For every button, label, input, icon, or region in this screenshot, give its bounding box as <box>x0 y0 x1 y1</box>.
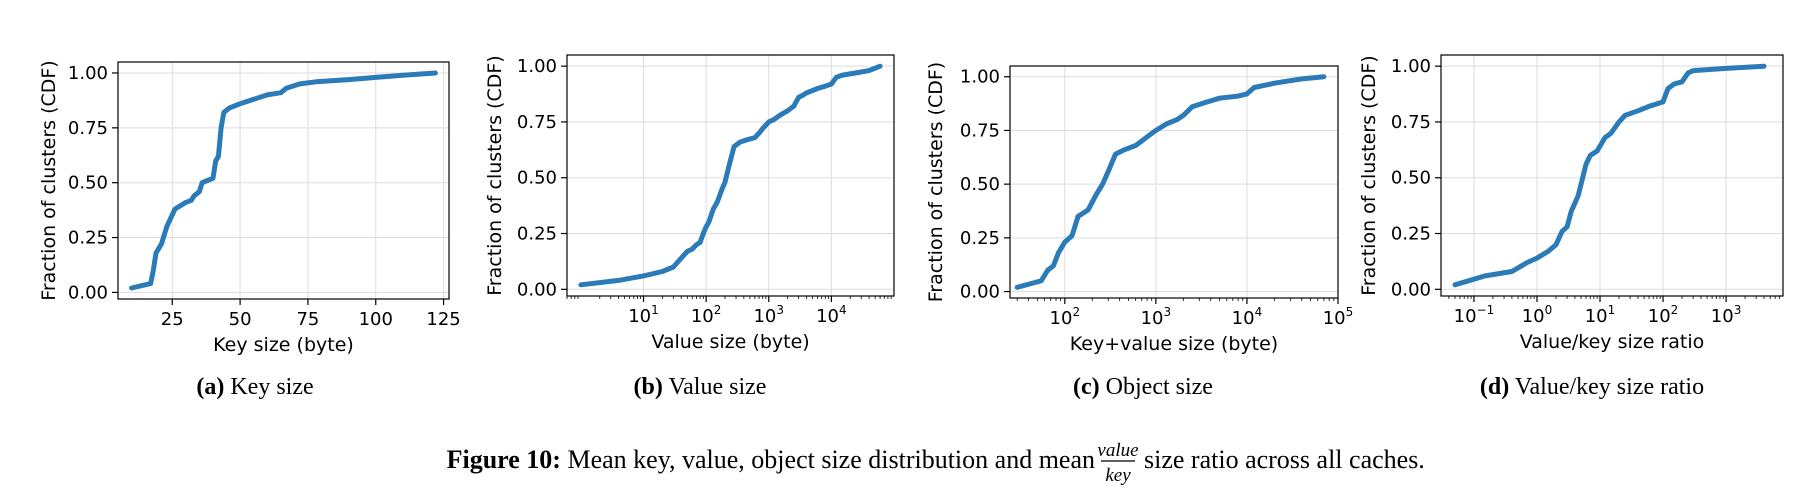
x-tick-label-a-3: 100 <box>359 309 393 330</box>
y-tick-label-b-4: 1.00 <box>517 56 557 77</box>
figure-caption-right: size ratio across all caches. <box>1144 445 1425 474</box>
figure-caption-frac-denominator: key <box>1105 465 1131 486</box>
x-axis-label-d: Value/key size ratio <box>1520 331 1705 353</box>
y-tick-label-c-4: 1.00 <box>960 67 1000 88</box>
y-tick-label-b-1: 0.25 <box>517 224 557 245</box>
y-tick-label-c-0: 0.00 <box>960 282 1000 303</box>
y-tick-label-d-0: 0.00 <box>1391 279 1431 300</box>
x-tick-exponent-b-3: 4 <box>839 303 847 317</box>
x-tick-exponent-c-0: 2 <box>1072 305 1080 319</box>
x-tick-label-a-4: 125 <box>426 309 460 330</box>
x-tick-label-c-1: 103 <box>1141 305 1172 329</box>
x-tick-label-d-0: 10−1 <box>1454 303 1495 327</box>
x-tick-exponent-c-1: 3 <box>1164 305 1172 319</box>
x-tick-label-c-3: 105 <box>1323 305 1354 329</box>
x-tick-label-d-4: 103 <box>1711 303 1742 327</box>
subcaption-d: (d) Value/key size ratio <box>1480 374 1704 400</box>
y-tick-label-d-3: 0.75 <box>1391 112 1431 133</box>
x-tick-base-b-0: 10 <box>628 306 651 327</box>
x-tick-label-b-3: 104 <box>816 303 847 327</box>
x-tick-label-a-1: 50 <box>229 309 252 330</box>
cdf-line-d <box>1452 63 1767 288</box>
y-tick-label-a-4: 1.00 <box>68 63 108 84</box>
x-tick-exponent-c-2: 4 <box>1255 305 1263 319</box>
x-tick-base-c-1: 10 <box>1141 308 1164 329</box>
x-tick-base-d-1: 10 <box>1522 306 1545 327</box>
y-axis-label-d: Fraction of clusters (CDF) <box>1358 55 1380 295</box>
plot-frame-c <box>1009 65 1339 299</box>
x-tick-exponent-d-2: 1 <box>1608 303 1616 317</box>
x-axis-label-b: Value size (byte) <box>651 331 809 353</box>
x-tick-base-d-4: 10 <box>1711 306 1734 327</box>
y-tick-label-c-2: 0.50 <box>960 174 1000 195</box>
x-tick-base-d-2: 10 <box>1585 306 1608 327</box>
x-tick-label-d-2: 101 <box>1585 303 1616 327</box>
plot-frame-a <box>117 61 450 300</box>
x-tick-label-a-0: 25 <box>161 309 184 330</box>
plot-frame-d <box>1440 54 1784 297</box>
x-tick-exponent-d-4: 3 <box>1734 303 1742 317</box>
x-tick-base-d-0: 10 <box>1454 306 1477 327</box>
y-tick-label-d-1: 0.25 <box>1391 224 1431 245</box>
cdf-line-c <box>1014 74 1327 290</box>
x-tick-base-b-1: 10 <box>691 306 714 327</box>
y-tick-label-b-0: 0.00 <box>517 279 557 300</box>
x-tick-label-c-0: 102 <box>1050 305 1081 329</box>
x-tick-base-c-0: 10 <box>1050 308 1073 329</box>
x-tick-exponent-d-0: −1 <box>1477 303 1495 317</box>
x-tick-label-d-1: 100 <box>1522 303 1553 327</box>
figure-caption-frac-numerator: value <box>1097 440 1138 461</box>
y-axis-label-c: Fraction of clusters (CDF) <box>925 62 947 302</box>
y-tick-label-a-1: 0.25 <box>68 228 108 249</box>
figure-caption-left: Figure 10: Mean key, value, object size … <box>447 445 1095 474</box>
y-tick-label-d-2: 0.50 <box>1391 168 1431 189</box>
x-tick-label-b-2: 103 <box>753 303 784 327</box>
chart-panel-d: 10−1 100 101 102 1030.000.250.500.751.00Valu… <box>1358 54 1784 353</box>
y-tick-label-a-2: 0.50 <box>68 173 108 194</box>
y-tick-label-a-0: 0.00 <box>68 282 108 303</box>
x-tick-base-b-3: 10 <box>816 306 839 327</box>
plot-frame-b <box>566 54 895 297</box>
chart-panel-c: 102 103 104 1050.000.250.500.751.00Key+valu… <box>925 62 1353 355</box>
subcaption-a: (a) Key size <box>196 374 313 400</box>
y-tick-label-a-3: 0.75 <box>68 118 108 139</box>
x-axis-label-c: Key+value size (byte) <box>1070 333 1278 355</box>
y-tick-label-c-3: 0.75 <box>960 120 1000 141</box>
x-tick-base-c-3: 10 <box>1323 308 1346 329</box>
x-tick-label-b-1: 102 <box>691 303 722 327</box>
x-tick-label-b-0: 101 <box>628 303 659 327</box>
x-tick-exponent-c-3: 5 <box>1346 305 1354 319</box>
subcaption-b: (b) Value size <box>634 374 767 400</box>
x-tick-label-d-3: 102 <box>1648 303 1679 327</box>
cdf-line-b <box>578 63 883 288</box>
x-tick-exponent-b-0: 1 <box>651 303 659 317</box>
x-tick-label-c-2: 104 <box>1232 305 1263 329</box>
chart-panel-a: 25 50 75 100 125 0.00 0.25 0.50 0.75 1.00 Key size… <box>38 60 461 356</box>
y-axis-label-a: Fraction of clusters (CDF) <box>38 60 60 300</box>
x-tick-exponent-b-2: 3 <box>776 303 784 317</box>
y-tick-label-b-3: 0.75 <box>517 112 557 133</box>
y-tick-label-b-2: 0.50 <box>517 168 557 189</box>
y-axis-label-b: Fraction of clusters (CDF) <box>484 55 506 295</box>
x-tick-exponent-d-3: 2 <box>1671 303 1679 317</box>
x-tick-base-d-3: 10 <box>1648 306 1671 327</box>
cdf-line-a <box>129 70 438 291</box>
x-tick-exponent-b-1: 2 <box>714 303 722 317</box>
subcaption-c: (c) Object size <box>1073 374 1213 400</box>
x-axis-label-a: Key size (byte) <box>213 334 354 356</box>
y-tick-label-d-4: 1.00 <box>1391 56 1431 77</box>
x-tick-base-c-2: 10 <box>1232 308 1255 329</box>
x-tick-exponent-d-1: 0 <box>1545 303 1553 317</box>
y-tick-label-c-1: 0.25 <box>960 228 1000 249</box>
x-tick-base-b-2: 10 <box>753 306 776 327</box>
x-tick-label-a-2: 75 <box>296 309 319 330</box>
